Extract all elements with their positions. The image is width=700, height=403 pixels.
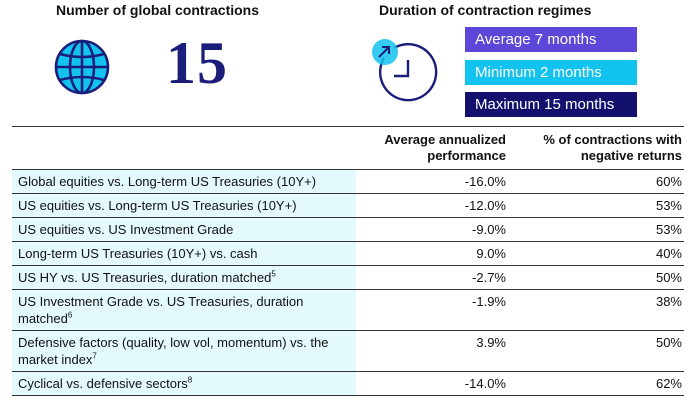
row-performance: -16.0% [464,174,506,189]
row-negative-returns: 50% [655,270,682,285]
table-row: US equities vs. Long-term US Treasuries … [12,193,684,217]
table-row: US equities vs. US Investment Grade -9.0%… [12,217,684,241]
row-performance: -9.0% [472,222,506,237]
row-performance: -2.7% [472,270,506,285]
row-performance: 3.9% [476,335,506,350]
header-performance: Average annualized performance [356,132,506,164]
row-label: US equities vs. Long-term US Treasuries … [12,194,356,217]
table-row: US HY vs. US Treasuries, duration matche… [12,265,684,289]
header-performance-line2: performance [427,148,506,163]
header-negative-line1: % of contractions with [543,132,682,147]
footnote-marker: 8 [187,375,193,385]
contractions-table: Average annualized performance % of cont… [12,126,684,396]
row-label-text: US equities vs. Long-term US Treasuries … [18,198,297,213]
table-body: Global equities vs. Long-term US Treasur… [12,169,684,395]
row-negative-returns: 40% [655,246,682,261]
header-performance-line1: Average annualized [384,132,506,147]
row-performance: 9.0% [476,246,506,261]
minimum-duration-badge: Minimum 2 months [465,60,637,85]
row-negative-returns: 60% [655,174,682,189]
table-row: Defensive factors (quality, low vol, mom… [12,330,684,371]
row-negative-returns: 50% [655,335,682,350]
duration-heading: Duration of contraction regimes [379,2,592,18]
row-performance: -1.9% [472,294,506,309]
row-label-text: Long-term US Treasuries (10Y+) vs. cash [18,246,258,261]
row-label: Defensive factors (quality, low vol, mom… [12,331,356,371]
table-header: Average annualized performance % of cont… [12,127,684,169]
row-label: US HY vs. US Treasuries, duration matche… [12,266,356,289]
header-negative-returns: % of contractions with negative returns [512,132,682,164]
row-performance: -14.0% [464,376,506,391]
table-row: Cyclical vs. defensive sectors8 -14.0% 62% [12,371,684,395]
row-label-text: US Investment Grade vs. US Treasuries, d… [18,294,304,326]
row-negative-returns: 62% [655,376,682,391]
contractions-heading: Number of global contractions [56,2,260,18]
footnote-marker: 6 [67,310,73,320]
row-negative-returns: 53% [655,222,682,237]
clock-icon [370,38,442,110]
row-label-text: Defensive factors (quality, low vol, mom… [18,335,329,367]
table-row: Global equities vs. Long-term US Treasur… [12,169,684,193]
table-row: Long-term US Treasuries (10Y+) vs. cash 9… [12,241,684,265]
footnote-marker: 7 [92,351,97,361]
row-label: Global equities vs. Long-term US Treasur… [12,170,356,193]
row-label-text: US HY vs. US Treasuries, duration matche… [18,270,272,285]
row-label: US Investment Grade vs. US Treasuries, d… [12,290,356,330]
row-negative-returns: 38% [655,294,682,309]
contractions-count: 15 [166,30,228,96]
table-bottom-rule [12,395,684,396]
average-duration-badge: Average 7 months [465,27,637,52]
table-top-rule [12,126,684,127]
row-label-text: US equities vs. US Investment Grade [18,222,234,237]
header-negative-line2: negative returns [580,148,682,163]
row-label-text: Cyclical vs. defensive sectors [18,376,188,391]
table-row: US Investment Grade vs. US Treasuries, d… [12,289,684,330]
row-label-text: Global equities vs. Long-term US Treasur… [18,174,317,189]
footnote-marker: 5 [271,269,276,279]
row-performance: -12.0% [464,198,506,213]
maximum-duration-badge: Maximum 15 months [465,92,637,117]
row-label: Long-term US Treasuries (10Y+) vs. cash [12,242,356,265]
row-label: US equities vs. US Investment Grade [12,218,356,241]
row-negative-returns: 53% [655,198,682,213]
globe-icon [53,38,111,96]
row-label: Cyclical vs. defensive sectors8 [12,372,356,395]
